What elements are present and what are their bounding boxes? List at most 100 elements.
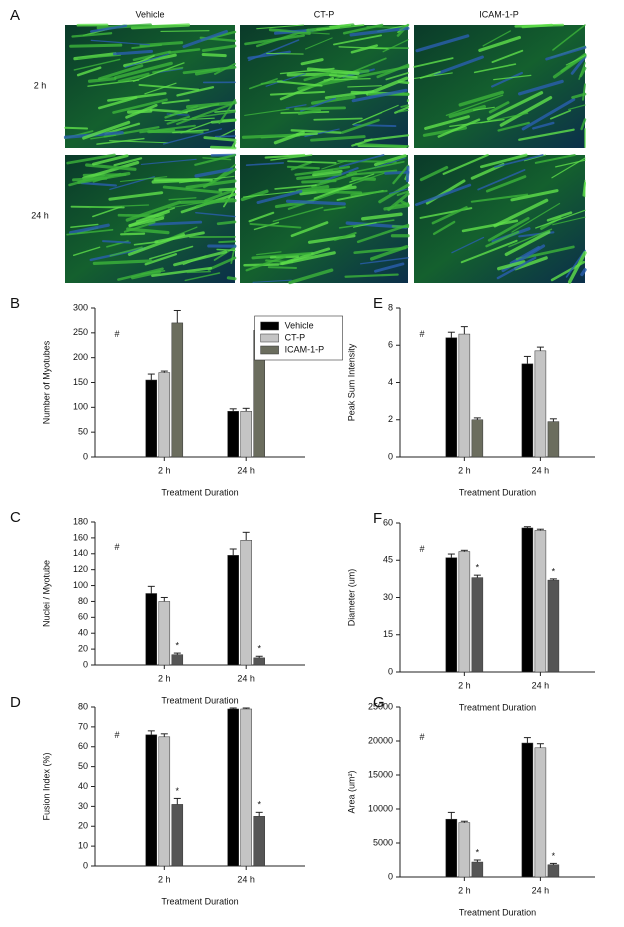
- micrograph: [240, 25, 408, 148]
- fiber: [470, 193, 529, 203]
- y-tick-label: 10: [78, 841, 88, 851]
- x-tick-label: 24 h: [532, 680, 550, 690]
- fiber: [303, 71, 332, 82]
- bar: [547, 579, 560, 673]
- fiber: [92, 205, 123, 218]
- fiber: [130, 23, 191, 30]
- fiber: [338, 219, 395, 229]
- fiber: [497, 260, 526, 271]
- fiber: [296, 172, 342, 181]
- fiber: [131, 44, 163, 49]
- fiber: [109, 246, 143, 257]
- y-axis-title: Peak Sum Intensity: [346, 343, 356, 421]
- column-label: ICAM-1-P: [479, 9, 519, 19]
- fiber: [493, 198, 549, 228]
- fiber: [245, 162, 285, 166]
- fiber: [442, 153, 489, 175]
- fiber: [328, 74, 358, 79]
- annotation: #: [114, 329, 119, 339]
- fiber: [167, 201, 209, 209]
- fiber: [287, 160, 337, 164]
- fiber: [354, 142, 410, 148]
- fiber: [313, 184, 353, 200]
- annotation: #: [419, 544, 424, 554]
- panel-label: G: [373, 694, 385, 711]
- fiber: [144, 253, 178, 266]
- bar: [240, 411, 252, 458]
- fiber: [184, 272, 221, 282]
- fiber: [580, 118, 587, 131]
- fiber: [300, 58, 324, 66]
- y-tick-label: 300: [73, 302, 88, 312]
- fiber: [555, 159, 586, 168]
- fiber: [85, 163, 137, 171]
- fiber: [295, 132, 318, 136]
- y-tick-label: 20: [78, 643, 88, 653]
- x-tick-label: 24 h: [532, 885, 550, 895]
- x-tick-label: 24 h: [237, 465, 255, 475]
- fiber: [98, 64, 144, 81]
- fiber: [305, 37, 333, 50]
- y-tick-label: 60: [383, 517, 393, 527]
- fiber: [252, 279, 292, 283]
- fiber: [321, 160, 348, 170]
- fiber: [134, 55, 155, 65]
- x-tick-label: 24 h: [532, 465, 550, 475]
- bar: [534, 350, 547, 458]
- y-tick-label: 6: [388, 340, 393, 350]
- legend-label: CT-P: [285, 332, 306, 342]
- fiber: [487, 216, 530, 242]
- fiber: [87, 79, 140, 87]
- y-tick-label: 80: [78, 701, 88, 711]
- fiber: [473, 106, 495, 111]
- fiber: [245, 255, 286, 272]
- fiber: [152, 66, 184, 74]
- bar: [521, 363, 534, 458]
- legend-label: ICAM-1-P: [285, 344, 325, 354]
- fiber: [135, 207, 175, 222]
- fiber: [218, 99, 237, 125]
- y-tick-label: 60: [78, 741, 88, 751]
- fiber: [108, 140, 169, 144]
- y-tick-label: 70: [78, 721, 88, 731]
- fiber: [176, 103, 232, 126]
- fiber: [126, 227, 170, 235]
- bar: [458, 822, 471, 878]
- fiber: [157, 68, 183, 74]
- fiber: [333, 231, 357, 241]
- bar: [240, 708, 252, 867]
- micrograph-grid: [63, 23, 587, 285]
- fiber: [479, 153, 528, 169]
- fiber: [231, 141, 237, 149]
- fiber: [312, 165, 351, 174]
- fiber: [164, 105, 199, 119]
- fiber: [144, 82, 177, 95]
- fiber: [361, 212, 403, 221]
- fiber: [356, 223, 410, 244]
- fiber: [82, 160, 140, 180]
- fiber: [510, 189, 559, 202]
- fiber: [313, 117, 363, 121]
- fiber: [71, 32, 113, 38]
- fiber: [324, 90, 375, 100]
- fiber: [133, 241, 159, 246]
- x-axis-title: Treatment Duration: [161, 896, 238, 906]
- fiber: [477, 169, 526, 191]
- fiber: [419, 165, 449, 182]
- bar: [534, 530, 547, 673]
- row-label: 2 h: [34, 80, 47, 90]
- fiber: [166, 115, 191, 125]
- fiber: [294, 106, 346, 111]
- fiber: [351, 176, 376, 181]
- fiber: [378, 183, 410, 204]
- annotation: #: [419, 329, 424, 339]
- fiber: [415, 183, 472, 207]
- fiber: [76, 66, 102, 77]
- fiber: [91, 154, 129, 166]
- fiber: [485, 230, 520, 248]
- y-axis-title: Diameter (um): [346, 569, 356, 627]
- fiber: [567, 251, 587, 284]
- fiber: [552, 24, 586, 51]
- fiber: [151, 266, 213, 277]
- fiber: [194, 167, 234, 178]
